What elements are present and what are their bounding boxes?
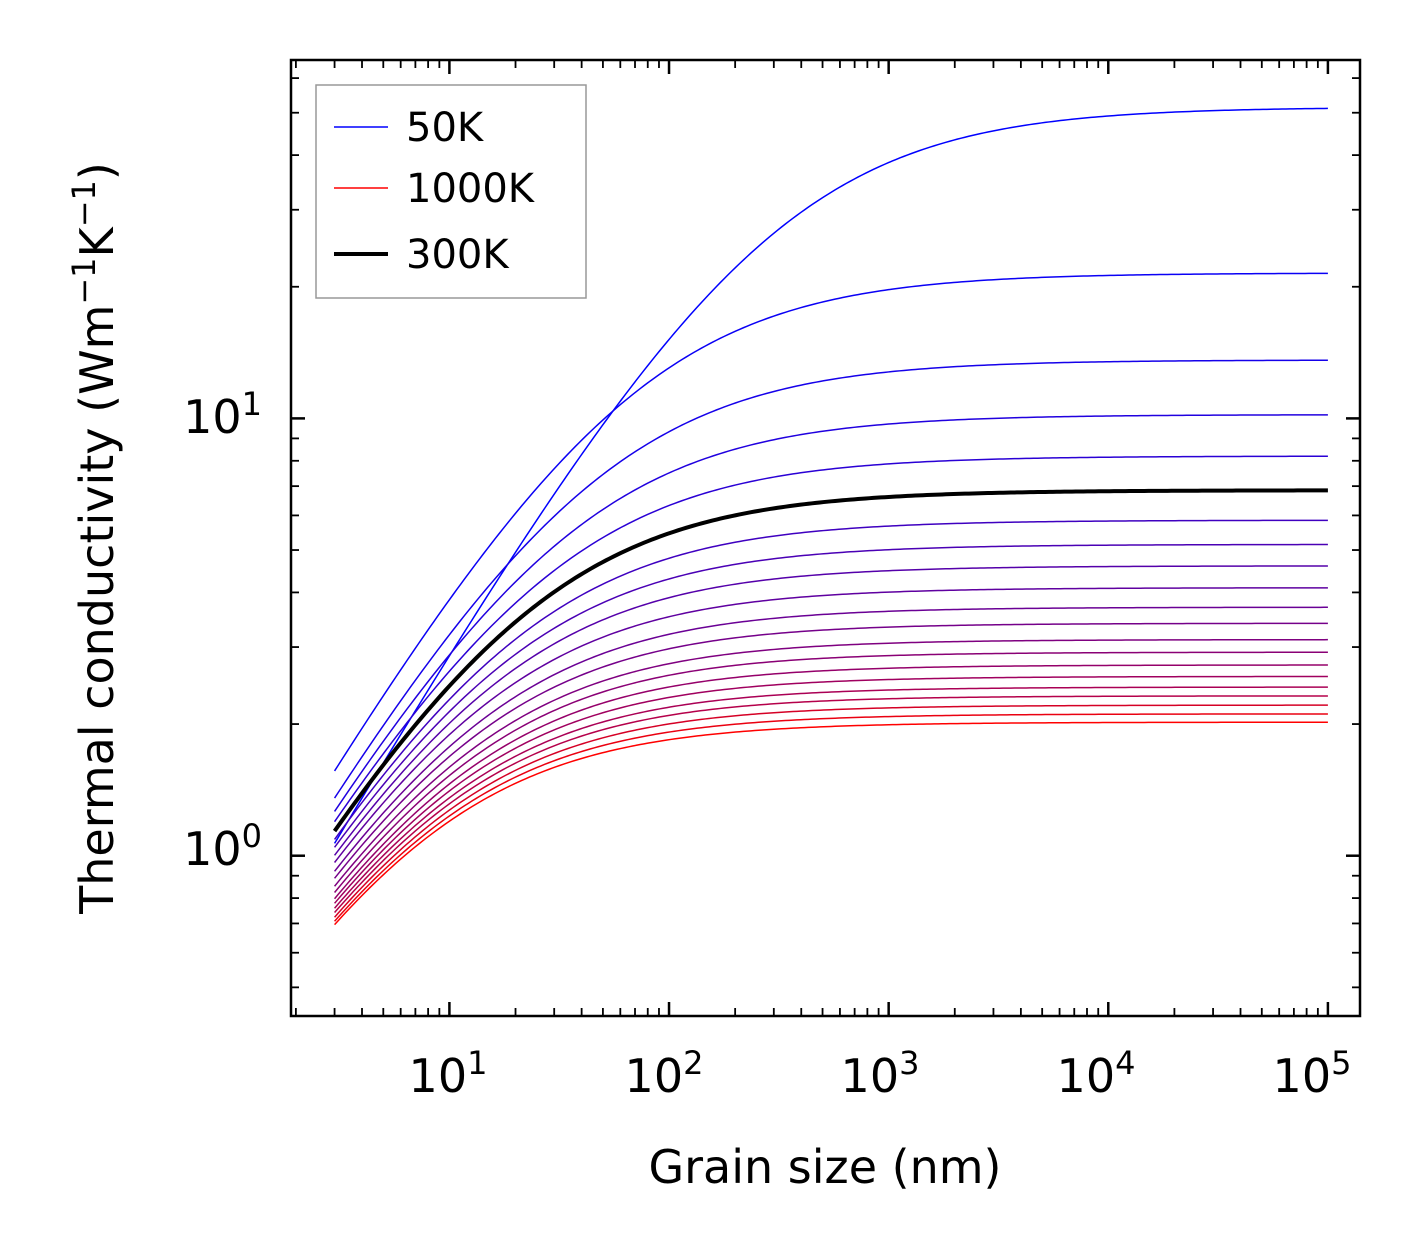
x-tick-labels: 101 102 103 104 105 <box>409 1044 1352 1103</box>
series-line-250k <box>333 455 1328 823</box>
y-tick-labels: 100 101 <box>183 385 262 876</box>
legend-label-300k: 300K <box>406 232 510 278</box>
series-line-450k <box>333 565 1328 856</box>
series-line-550k <box>333 606 1328 872</box>
x-axis-title: Grain size (nm) <box>649 1140 1002 1194</box>
tick-layer <box>291 60 1360 1016</box>
legend: 50K 1000K 300K <box>315 84 587 299</box>
series-line-750k <box>333 664 1328 900</box>
series-line-300k <box>332 488 1328 833</box>
y-tick-label: 101 <box>183 385 262 444</box>
series-layer <box>332 107 1328 926</box>
series-line-800k <box>333 675 1328 904</box>
series-line-150k <box>333 359 1328 799</box>
series-line-650k <box>333 638 1328 887</box>
series-line-400k <box>333 543 1328 848</box>
series-line-600k <box>333 622 1328 879</box>
x-tick-label: 103 <box>841 1044 920 1103</box>
legend-box <box>315 84 587 299</box>
legend-label-1000k: 1000K <box>406 166 536 212</box>
series-line-975k <box>334 713 1328 922</box>
y-axis-title: Thermal conductivity (Wm−1K−1) <box>65 162 124 915</box>
series-line-700k <box>333 651 1328 893</box>
x-tick-label: 101 <box>409 1044 488 1103</box>
plot-frame <box>289 58 1362 1018</box>
series-line-950k <box>334 704 1328 918</box>
series-line-1000k <box>334 721 1328 926</box>
series-line-850k <box>334 686 1328 909</box>
x-tick-label: 102 <box>625 1044 704 1103</box>
x-tick-label: 104 <box>1057 1044 1136 1103</box>
legend-label-50k: 50K <box>406 105 485 151</box>
series-line-100k <box>333 272 1328 772</box>
series-line-500k <box>333 587 1328 863</box>
series-line-200k <box>333 414 1328 812</box>
x-tick-label: 105 <box>1273 1044 1352 1103</box>
y-tick-label: 100 <box>183 817 262 876</box>
series-line-50k <box>333 107 1328 844</box>
series-line-350k <box>333 519 1328 840</box>
series-line-900k <box>334 695 1328 914</box>
